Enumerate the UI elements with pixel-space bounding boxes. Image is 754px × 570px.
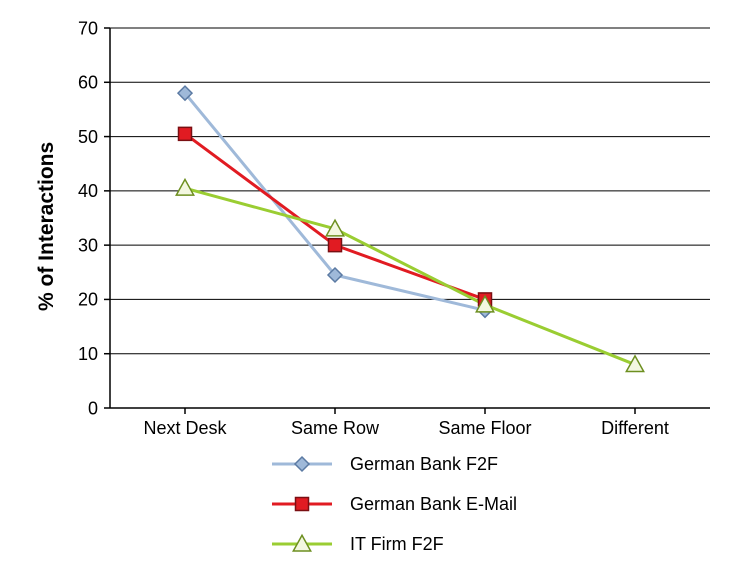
y-tick-label: 50 [78,127,98,147]
marker-triangle [176,179,193,195]
legend-label: German Bank E-Mail [350,494,517,515]
marker-square [329,239,342,252]
legend-item: IT Firm F2F [270,528,517,560]
y-tick-label: 0 [88,398,98,418]
x-tick-label: Same Row [291,418,380,438]
legend-item: German Bank E-Mail [270,488,517,520]
legend-swatch [270,528,350,560]
legend-label: IT Firm F2F [350,534,444,555]
series-line [185,188,635,364]
legend: German Bank F2F German Bank E-Mail IT Firm… [270,440,517,568]
x-tick-label: Different [601,418,669,438]
y-axis-label: % of Interactions [35,142,59,311]
marker-diamond [295,457,309,471]
marker-square [296,498,309,511]
x-tick-label: Same Floor [438,418,531,438]
y-tick-label: 20 [78,290,98,310]
marker-square [179,127,192,140]
y-tick-label: 10 [78,344,98,364]
chart-container: % of Interactions 0 10 20 30 40 50 60 70 Next De… [0,0,754,570]
legend-label: German Bank F2F [350,454,498,475]
y-tick-label: 60 [78,73,98,93]
x-tick-label: Next Desk [143,418,227,438]
y-tick-label: 30 [78,235,98,255]
legend-swatch [270,488,350,520]
y-tick-label: 40 [78,181,98,201]
legend-swatch [270,448,350,480]
y-tick-label: 70 [78,18,98,38]
legend-item: German Bank F2F [270,448,517,480]
